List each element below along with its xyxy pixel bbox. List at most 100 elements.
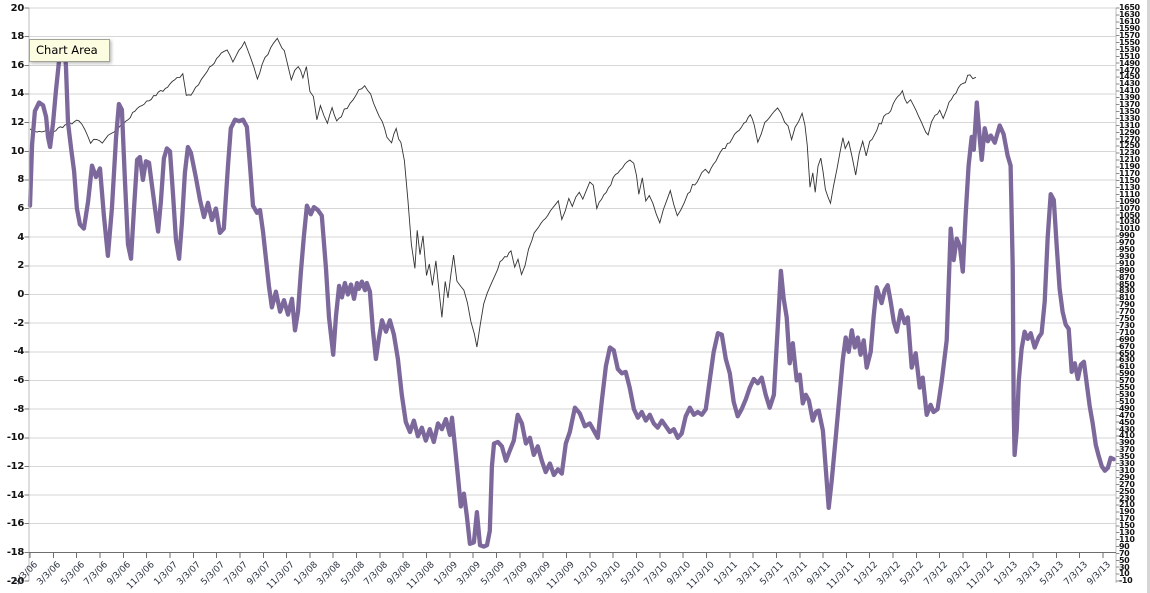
right-axis-label: 1090 — [1119, 196, 1140, 206]
left-axis-label: 20 — [10, 2, 25, 14]
right-axis-label: 890 — [1119, 265, 1135, 275]
right-axis-label: 1530 — [1119, 44, 1140, 54]
right-axis-label: 730 — [1119, 320, 1135, 330]
left-axis-label: -18 — [6, 546, 24, 558]
left-axis-label: 10 — [10, 145, 25, 157]
right-axis-label: 1630 — [1119, 10, 1140, 20]
tooltip-label: Chart Area — [36, 43, 98, 57]
right-axis-label: 1250 — [1119, 141, 1140, 151]
right-axis-label: 1150 — [1119, 175, 1140, 185]
left-axis-label: 6 — [17, 203, 24, 215]
right-axis-label: 830 — [1119, 286, 1135, 296]
right-axis-label: 230 — [1119, 493, 1135, 503]
right-axis-label: 810 — [1119, 293, 1135, 303]
right-axis-label: 150 — [1119, 521, 1135, 531]
right-axis-label: 710 — [1119, 327, 1135, 337]
left-axis-label: -12 — [6, 460, 24, 472]
right-axis-label: 390 — [1119, 438, 1135, 448]
right-axis-label: 1430 — [1119, 79, 1140, 89]
right-axis-label: 990 — [1119, 231, 1135, 241]
right-axis-label: 690 — [1119, 334, 1135, 344]
right-axis-label: 1350 — [1119, 106, 1140, 116]
right-axis-label: 90 — [1119, 541, 1130, 551]
right-axis-label: 1190 — [1119, 162, 1140, 172]
right-axis-label: 1370 — [1119, 100, 1140, 110]
right-axis-label: 290 — [1119, 472, 1135, 482]
right-axis-label: 490 — [1119, 403, 1135, 413]
right-axis-label: 250 — [1119, 486, 1135, 496]
right-axis-label: 790 — [1119, 300, 1135, 310]
right-axis-label: 930 — [1119, 251, 1135, 261]
right-axis-label: 1030 — [1119, 217, 1140, 227]
left-axis-label: 14 — [10, 88, 25, 100]
right-axis-label: 1270 — [1119, 134, 1140, 144]
right-axis-label: 190 — [1119, 507, 1135, 517]
right-axis-label: 1290 — [1119, 127, 1140, 137]
right-axis-label: 1410 — [1119, 86, 1140, 96]
right-axis-label: 470 — [1119, 410, 1135, 420]
right-axis-label: 370 — [1119, 445, 1135, 455]
right-axis-label: 1470 — [1119, 65, 1140, 75]
right-axis-label: 330 — [1119, 459, 1135, 469]
right-axis-label: 70 — [1119, 548, 1130, 558]
right-axis-label: 510 — [1119, 396, 1135, 406]
left-axis-label: -2 — [13, 317, 24, 329]
left-axis-label: -20 — [6, 575, 24, 587]
right-axis-label: 850 — [1119, 279, 1135, 289]
right-axis-label: 1010 — [1119, 224, 1140, 234]
right-axis-label: 610 — [1119, 362, 1135, 372]
right-axis-label: 1130 — [1119, 182, 1140, 192]
right-axis-label: 550 — [1119, 383, 1135, 393]
right-axis-label: 1550 — [1119, 37, 1140, 47]
right-axis-label: 170 — [1119, 514, 1135, 524]
right-axis-label: 350 — [1119, 452, 1135, 462]
right-axis-label: 270 — [1119, 479, 1135, 489]
left-axis-label: -8 — [13, 403, 24, 415]
left-axis-label: -4 — [13, 346, 24, 358]
right-axis-label: 1510 — [1119, 51, 1140, 61]
right-axis-label: 1450 — [1119, 72, 1140, 82]
right-axis-label: 1330 — [1119, 113, 1140, 123]
right-axis-label: 1230 — [1119, 148, 1140, 158]
right-axis-label: 670 — [1119, 341, 1135, 351]
left-axis-label: 16 — [10, 59, 25, 71]
right-axis-label: 570 — [1119, 376, 1135, 386]
left-axis-label: 4 — [17, 231, 24, 243]
left-axis-label: -6 — [13, 374, 24, 386]
right-axis-label: 870 — [1119, 272, 1135, 282]
left-axis-label: 12 — [10, 117, 25, 129]
right-axis-label: -10 — [1119, 576, 1133, 586]
left-axis-label: -16 — [6, 518, 24, 530]
right-axis-label: 1110 — [1119, 189, 1140, 199]
left-axis-label: 18 — [10, 31, 25, 43]
right-axis-label: 630 — [1119, 355, 1135, 365]
black-series-path[interactable] — [29, 37, 977, 348]
right-axis-label: 1310 — [1119, 120, 1140, 130]
right-axis-label: 10 — [1119, 569, 1130, 579]
right-axis-label: 650 — [1119, 348, 1135, 358]
left-axis-label: 0 — [17, 289, 24, 300]
left-axis-label: 8 — [17, 174, 24, 186]
purple-series-path[interactable] — [27, 41, 1116, 549]
right-axis-label: 530 — [1119, 390, 1135, 399]
right-axis-label: 50 — [1119, 555, 1130, 565]
right-axis-label: 130 — [1119, 528, 1135, 538]
left-axis-label: 2 — [17, 260, 24, 272]
right-axis-label: 210 — [1119, 500, 1135, 510]
chart-area-tooltip: Chart Area — [29, 39, 110, 62]
left-axis-label: -14 — [6, 489, 24, 501]
right-axis-label: 970 — [1119, 238, 1135, 248]
right-axis-label: 430 — [1119, 424, 1135, 434]
right-axis-label: 770 — [1119, 307, 1135, 317]
right-axis-label: 590 — [1119, 369, 1135, 379]
right-axis-label: 1590 — [1119, 24, 1140, 34]
right-axis-label: 1050 — [1119, 210, 1140, 220]
right-axis-label: 750 — [1119, 314, 1135, 324]
right-axis-label: 310 — [1119, 465, 1135, 475]
right-axis-label: 1210 — [1119, 155, 1140, 165]
window-edge-strip — [1147, 0, 1150, 593]
right-axis-label: 110 — [1119, 534, 1135, 544]
right-axis-label: 1650 — [1119, 3, 1140, 13]
